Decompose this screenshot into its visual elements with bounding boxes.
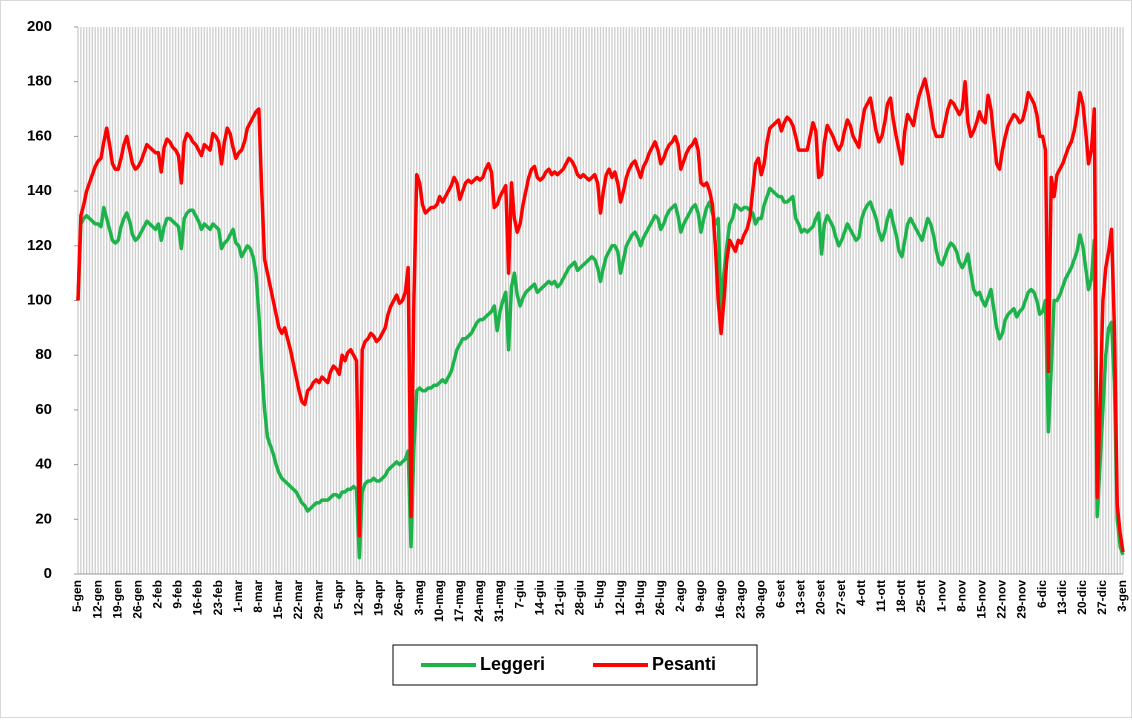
x-tick-label: 12-lug (613, 580, 627, 615)
x-tick-label: 23-feb (211, 580, 225, 615)
legend-label: Pesanti (652, 654, 716, 674)
x-tick-label: 29-nov (1015, 580, 1029, 619)
x-tick-label: 25-ott (914, 580, 928, 613)
x-tick-label: 17-mag (452, 580, 466, 622)
x-tick-label: 10-mag (432, 580, 446, 622)
x-tick-label: 15-nov (974, 580, 988, 619)
x-tick-label: 21-giu (552, 580, 566, 615)
x-tick-label: 7-giu (512, 580, 526, 609)
x-tick-label: 14-giu (532, 580, 546, 615)
x-tick-label: 27-dic (1095, 580, 1109, 615)
y-tick-label: 180 (27, 73, 52, 90)
x-tick-label: 8-mar (251, 580, 265, 613)
plot (76, 77, 1125, 560)
x-tick-label: 26-lug (653, 580, 667, 615)
x-tick-label: 19-gen (110, 580, 124, 619)
x-tick-label: 6-set (774, 580, 788, 608)
y-tick-label: 100 (27, 291, 52, 308)
x-tick-label: 20-set (814, 580, 828, 615)
x-tick-label: 8-nov (954, 580, 968, 612)
x-tick-label: 30-ago (753, 580, 767, 619)
x-tick-label: 19-lug (633, 580, 647, 615)
x-tick-label: 9-feb (171, 580, 185, 609)
x-tick-label: 5-gen (70, 580, 84, 612)
x-tick-label: 13-dic (1055, 580, 1069, 615)
series-line (76, 77, 1125, 553)
x-tick-label: 20-dic (1075, 580, 1089, 615)
x-tick-label: 2-ago (673, 580, 687, 612)
x-tick-label: 24-mag (472, 580, 486, 622)
y-tick-label: 20 (35, 510, 52, 527)
x-tick-label: 15-mar (271, 580, 285, 620)
x-tick-label: 6-dic (1035, 580, 1049, 608)
x-tick-label: 29-mar (311, 580, 325, 620)
x-tick-label: 28-giu (573, 580, 587, 615)
y-tick-label: 80 (35, 346, 52, 363)
y-tick-label: 0 (44, 565, 52, 582)
grid (74, 26, 1124, 575)
x-tick-label: 9-ago (693, 580, 707, 612)
x-tick-label: 22-nov (995, 580, 1009, 619)
y-tick-label: 160 (27, 127, 52, 144)
y-tick-label: 120 (27, 237, 52, 254)
series-line (76, 186, 1125, 560)
x-tick-label: 5-apr (331, 580, 345, 610)
x-tick-label: 11-ott (874, 580, 888, 612)
x-tick-label: 3-gen (1115, 580, 1129, 612)
x-tick-label: 1-mar (231, 580, 245, 613)
x-tick-label: 2-feb (151, 580, 165, 609)
x-tick-label: 5-lug (593, 580, 607, 609)
x-tick-label: 3-mag (412, 580, 426, 615)
x-tick-label: 16-feb (191, 580, 205, 615)
x-tick-label: 19-apr (372, 580, 386, 616)
legend: Leggeri Pesanti (421, 654, 716, 674)
x-tick-label: 26-gen (130, 580, 144, 619)
x-tick-label: 4-ott (854, 580, 868, 606)
x-tick-label: 18-ott (894, 580, 908, 613)
x-tick-label: 31-mag (492, 580, 506, 622)
legend-label: Leggeri (480, 654, 545, 674)
x-tick-label: 16-ago (713, 580, 727, 619)
x-tick-label: 1-nov (934, 580, 948, 612)
x-tick-label: 13-set (794, 580, 808, 615)
y-tick-label: 40 (35, 456, 52, 473)
x-tick-label: 23-ago (733, 580, 747, 619)
x-tick-label: 26-apr (392, 580, 406, 616)
x-tick-label: 22-mar (291, 580, 305, 620)
x-tick-label: 27-set (834, 580, 848, 615)
y-tick-label: 200 (27, 18, 52, 35)
x-tick-label: 12-gen (90, 580, 104, 619)
y-tick-label: 140 (27, 182, 52, 199)
y-tick-label: 60 (35, 401, 52, 418)
x-tick-label: 12-apr (352, 580, 366, 616)
